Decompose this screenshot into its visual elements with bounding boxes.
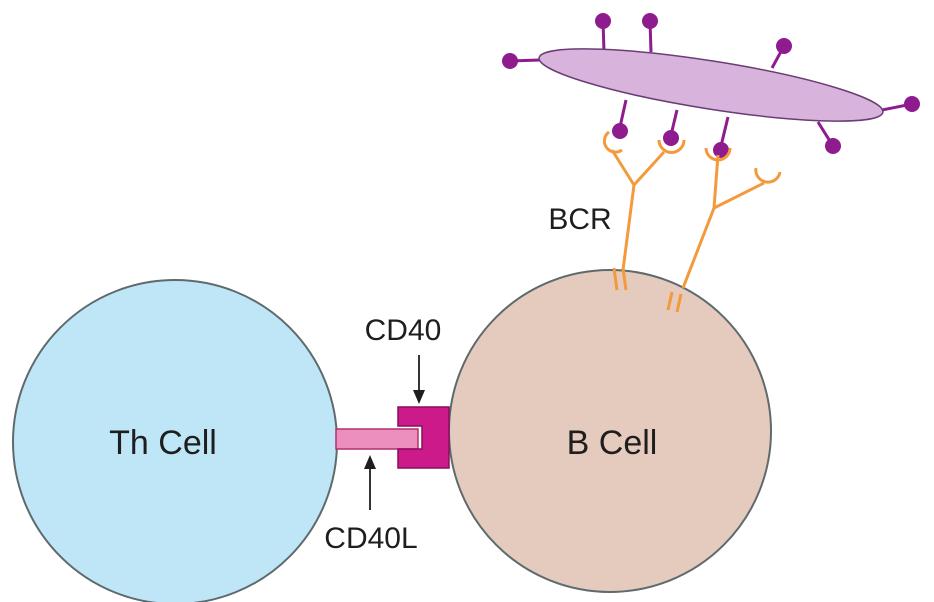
antigen-epitope-balls [502,13,920,158]
cd40l-arrow [364,455,376,510]
cd40l-label: CD40L [324,522,417,555]
antigen [538,48,884,122]
bcr-receptor-2 [666,147,782,313]
b-cell-label: B Cell [567,424,658,462]
th-cell-label: Th Cell [109,424,217,462]
cd40-receptor [397,406,450,469]
bcr-label: BCR [548,203,611,236]
cd40l-receptor [335,428,419,450]
cd40-arrow [413,355,425,404]
cd40-label: CD40 [365,314,442,347]
bcr-receptor-1 [602,130,686,291]
